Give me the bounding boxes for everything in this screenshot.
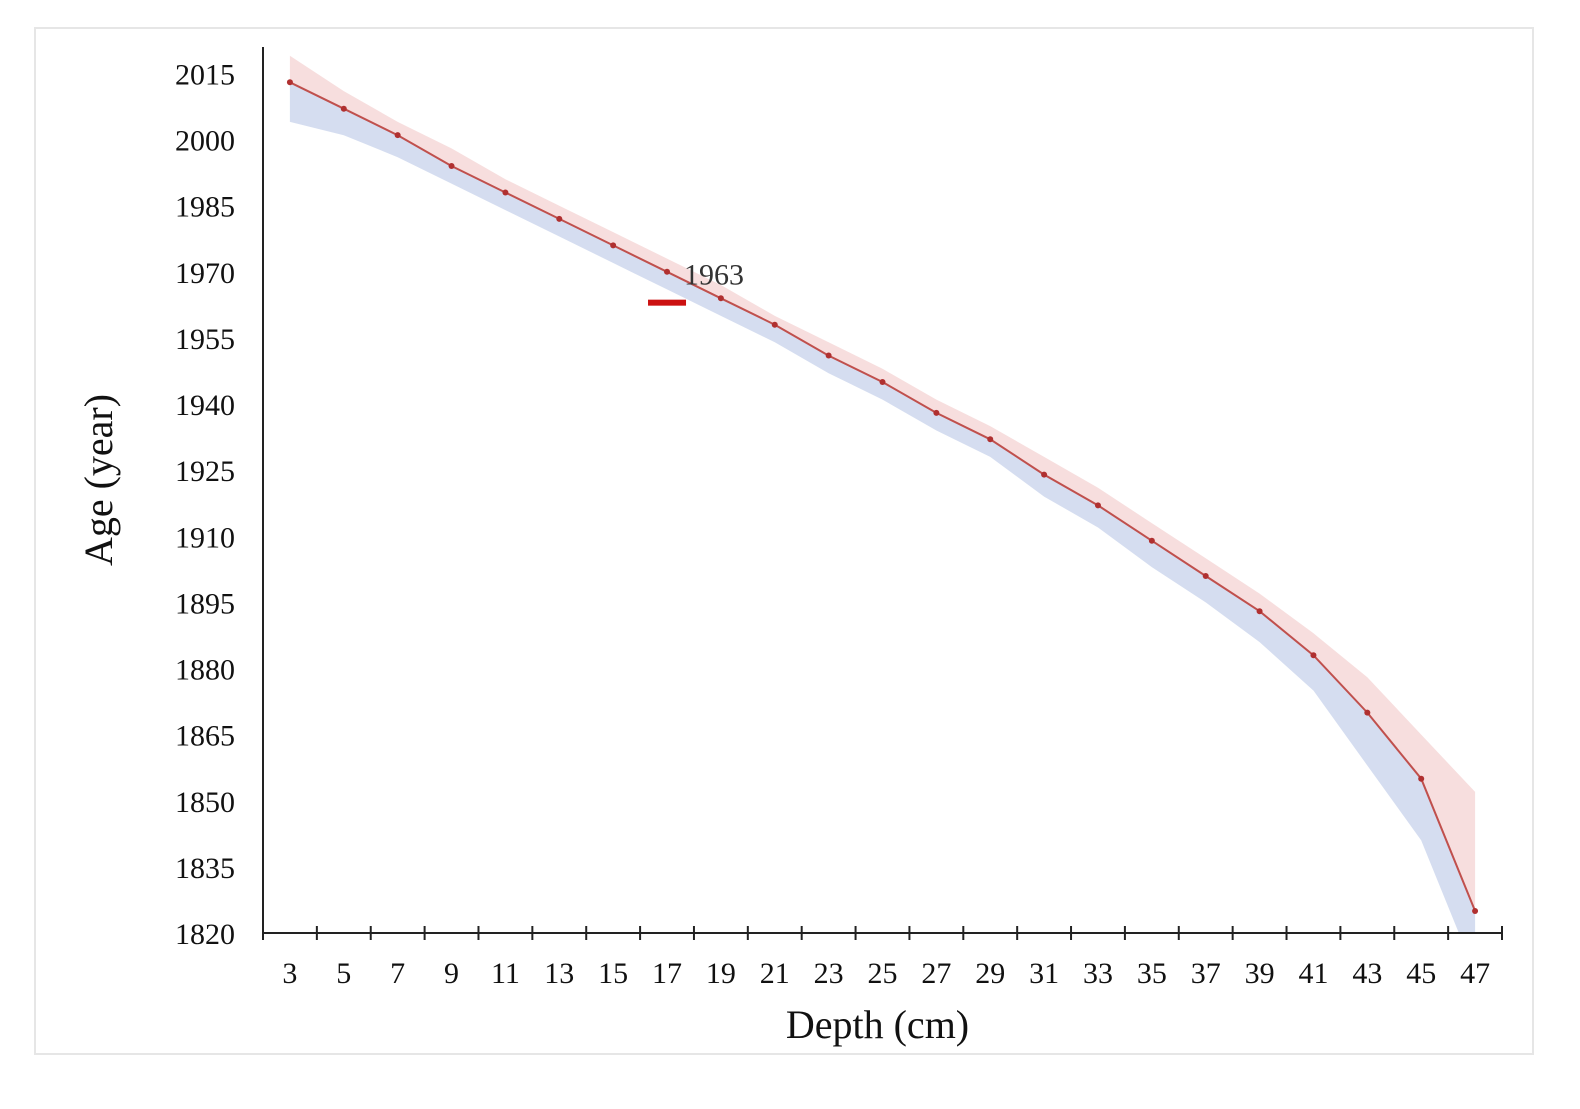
data-point (340, 105, 347, 112)
y-tick-label: 1970 (175, 257, 235, 290)
data-point (771, 321, 778, 328)
x-tick-label: 23 (814, 957, 844, 990)
x-tick-label: 15 (598, 957, 628, 990)
x-tick-label: 11 (491, 957, 520, 990)
y-tick-label: 1835 (175, 852, 235, 885)
data-point (394, 132, 401, 139)
axes (262, 47, 1502, 934)
data-point (1472, 907, 1479, 914)
data-point (1364, 709, 1371, 716)
data-point (1094, 502, 1101, 509)
x-tick-label: 19 (706, 957, 736, 990)
y-tick-label: 2000 (175, 125, 235, 158)
lower-confidence-band (289, 82, 1476, 933)
chart-frame (34, 27, 1534, 1055)
data-point (1256, 608, 1263, 615)
x-tick-label: 21 (760, 957, 790, 990)
data-point (448, 163, 455, 170)
data-point (556, 215, 563, 222)
data-point (1310, 652, 1317, 659)
data-point (987, 436, 994, 443)
x-tick-label: 5 (336, 957, 351, 990)
y-tick-label: 1865 (175, 720, 235, 753)
data-point (610, 242, 617, 249)
annotation: 1963 (648, 259, 744, 306)
confidence-bands (289, 55, 1476, 933)
x-tick-label: 31 (1029, 957, 1059, 990)
y-tick-label: 1955 (175, 323, 235, 356)
x-tick-label: 17 (652, 957, 682, 990)
data-point (1041, 471, 1048, 478)
y-tick-label: 1850 (175, 786, 235, 819)
x-tick-label: 3 (282, 957, 297, 990)
y-tick-label: 1925 (175, 455, 235, 488)
y-axis-title: Age (year) (76, 394, 121, 566)
x-tick-label: 7 (390, 957, 405, 990)
y-tick-label: 1910 (175, 521, 235, 554)
x-tick-label: 27 (921, 957, 951, 990)
data-point (502, 189, 509, 196)
data-point (879, 379, 886, 386)
y-tick-label: 1880 (175, 654, 235, 687)
y-tick-label: 1895 (175, 587, 235, 620)
x-tick-label: 33 (1083, 957, 1113, 990)
x-tick-label: 39 (1245, 957, 1275, 990)
y-tick-label: 1985 (175, 191, 235, 224)
x-tick-label: 45 (1406, 957, 1436, 990)
data-point (1202, 572, 1209, 579)
data-point (286, 79, 293, 86)
x-tick-label: 9 (444, 957, 459, 990)
age-series (286, 79, 1479, 914)
x-axis-title: Depth (cm) (786, 1002, 969, 1047)
data-point (1148, 537, 1155, 544)
x-tick-label: 13 (544, 957, 574, 990)
annotation-label: 1963 (684, 259, 744, 292)
x-tick-label: 25 (868, 957, 898, 990)
data-point (1418, 775, 1425, 782)
data-point (933, 409, 940, 416)
data-point (825, 352, 832, 359)
data-point (717, 295, 724, 302)
x-tick-label: 29 (975, 957, 1005, 990)
x-tick-label: 41 (1298, 957, 1328, 990)
x-tick-label: 43 (1352, 957, 1382, 990)
x-tick-label: 37 (1191, 957, 1221, 990)
marker-1963 (648, 299, 687, 306)
y-tick-label: 2015 (175, 58, 235, 91)
x-tick-label: 35 (1137, 957, 1167, 990)
x-tick-label: 47 (1460, 957, 1490, 990)
ticks: 3 5 7 9 11 13 15 17 19 21 23 25 27 29 31 33 35 37 39 41 43 45… (175, 58, 1503, 990)
age-line (289, 81, 1477, 912)
data-point (664, 268, 671, 275)
y-tick-label: 1940 (175, 389, 235, 422)
y-tick-label: 1820 (175, 918, 235, 951)
